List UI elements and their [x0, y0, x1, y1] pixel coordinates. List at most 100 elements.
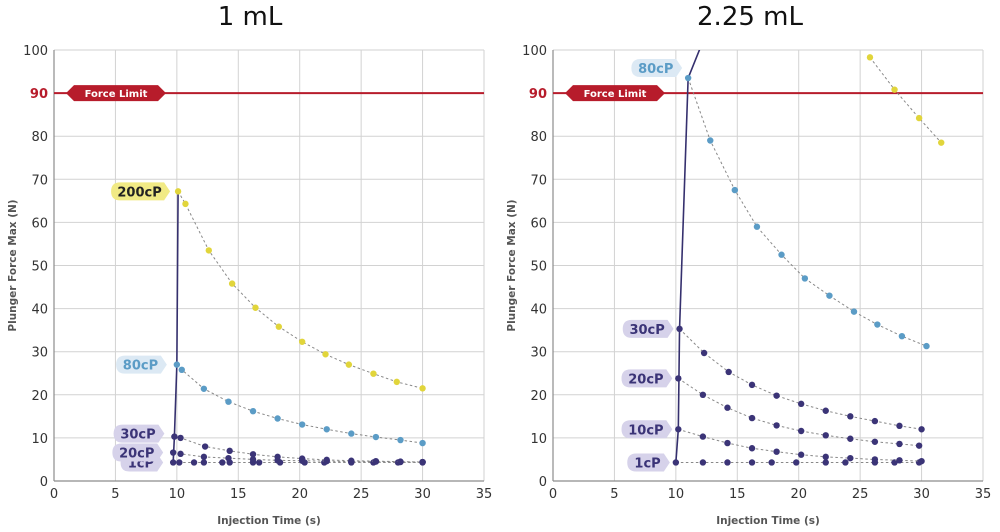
data-point [724, 404, 731, 411]
data-point [768, 459, 775, 466]
data-point [226, 447, 233, 455]
data-point [753, 223, 761, 230]
series-10cp: 10cP [621, 420, 925, 465]
data-point [891, 86, 898, 93]
data-point [675, 426, 682, 433]
data-point [397, 458, 404, 465]
y-tick-label: 70 [31, 173, 48, 188]
force-limit-tag [66, 85, 166, 102]
data-point [419, 458, 426, 466]
data-point [748, 381, 756, 389]
x-tick-label: 15 [230, 487, 247, 502]
data-point [323, 426, 330, 433]
data-point [850, 308, 858, 315]
x-tick-label: 35 [476, 487, 493, 502]
y-tick-label: 0 [539, 475, 547, 490]
data-point [171, 433, 178, 440]
x-tick-label: 0 [50, 487, 58, 502]
series-trend-line [176, 364, 423, 444]
force-limit-label: Force Limit [584, 89, 647, 100]
series-tag [622, 319, 674, 338]
data-point [748, 414, 756, 422]
data-point [915, 114, 923, 122]
y-tick-label: 50 [530, 260, 547, 275]
series-label: 20cP [628, 372, 663, 387]
y-tick-label: 10 [31, 432, 48, 447]
series-tag [112, 443, 164, 462]
series-label: 80cP [123, 359, 158, 374]
series-label: 30cP [629, 323, 664, 338]
series-label: 20cP [119, 447, 154, 462]
series-label: 1cP [634, 456, 660, 471]
data-point [699, 433, 707, 440]
series-label: 30cP [120, 428, 155, 443]
y-tick-label: 60 [31, 216, 48, 231]
data-point [298, 338, 306, 345]
data-point [684, 74, 692, 82]
data-point [699, 459, 707, 466]
series-20cp: 20cP [621, 369, 923, 449]
data-point [724, 459, 731, 466]
series-30cp: 30cP [113, 424, 426, 466]
data-point [190, 459, 198, 466]
data-point [871, 456, 879, 463]
data-point [898, 332, 906, 340]
chart-1mL: 0 5 10 15 20 25 30 35 0 10 20 30 40 50 60 70 80 100 Inject… [7, 44, 493, 527]
x-axis-label: Injection Time (s) [716, 515, 820, 527]
data-point [345, 361, 353, 368]
data-point [182, 200, 189, 208]
data-point [822, 453, 829, 461]
data-point [842, 459, 849, 466]
data-point [896, 440, 903, 448]
data-point [847, 454, 854, 462]
data-point [748, 459, 756, 466]
series-unnamed [866, 54, 945, 146]
data-point [397, 436, 404, 444]
data-point [871, 417, 879, 425]
y-tick-label: 40 [31, 303, 48, 318]
data-point [249, 451, 257, 458]
x-tick-label: 10 [169, 487, 186, 502]
series-label: 10cP [628, 423, 663, 438]
data-point [219, 459, 226, 466]
data-point [225, 398, 232, 405]
x-tick-label: 5 [610, 487, 618, 502]
x-tick-label: 20 [291, 487, 308, 502]
x-tick-label: 5 [111, 487, 119, 502]
data-point [255, 459, 263, 466]
y-tick-label: 60 [530, 216, 547, 231]
series-trend-line [679, 328, 922, 430]
data-point [174, 188, 182, 195]
data-point [200, 385, 208, 392]
data-point [724, 439, 731, 447]
data-point [826, 292, 833, 299]
y-axis-label: Plunger Force Max (N) [7, 199, 19, 331]
x-tick-label: 30 [913, 487, 930, 502]
data-point [801, 275, 809, 282]
y-tick-label: 30 [530, 346, 547, 361]
data-point [773, 422, 780, 429]
series-tag [113, 424, 165, 443]
data-point [348, 457, 355, 464]
data-point [419, 385, 426, 392]
data-point [169, 449, 177, 456]
series-tag [621, 369, 673, 388]
x-tick-label: 25 [852, 487, 869, 502]
data-point [773, 448, 780, 455]
data-point [822, 407, 829, 414]
force-limit-tag [565, 85, 665, 102]
data-point [707, 137, 714, 144]
y-tick-label: 10 [530, 432, 547, 447]
data-point [676, 325, 683, 333]
series-1cp: 1cP [627, 453, 923, 472]
y-tick-label: 50 [31, 260, 48, 275]
x-tick-label: 20 [790, 487, 807, 502]
data-point [938, 139, 945, 146]
data-point [178, 366, 185, 374]
data-point [918, 426, 925, 433]
y-axis-label: Plunger Force Max (N) [506, 199, 518, 331]
data-point [393, 378, 400, 386]
force-limit-label: Force Limit [85, 89, 148, 100]
data-point [822, 432, 829, 439]
x-tick-label: 15 [729, 487, 746, 502]
